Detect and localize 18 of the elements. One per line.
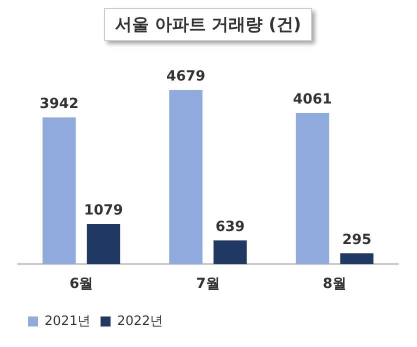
chart-title: 서울 아파트 거래량 (건) <box>104 8 312 41</box>
data-label: 3942 <box>40 96 79 112</box>
legend-label: 2021년 <box>44 314 91 329</box>
legend-label: 2022년 <box>117 314 164 329</box>
data-label: 639 <box>216 219 245 236</box>
bar <box>214 240 247 264</box>
bar <box>340 253 374 264</box>
x-tick-label: 8월 <box>322 276 347 292</box>
data-label: 295 <box>342 232 372 248</box>
data-label: 4679 <box>166 68 206 85</box>
x-tick-label: 6월 <box>69 276 94 292</box>
bar <box>86 224 120 264</box>
bar <box>42 117 76 264</box>
x-tick-label: 7월 <box>196 276 220 292</box>
data-label: 4061 <box>293 92 332 108</box>
bar <box>296 112 330 264</box>
bar <box>169 90 202 264</box>
data-label: 1079 <box>84 202 123 219</box>
